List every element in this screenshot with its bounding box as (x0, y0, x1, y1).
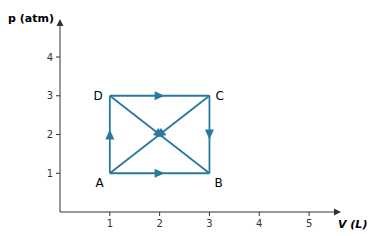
point-label: C (215, 89, 223, 103)
y-axis-arrow (57, 19, 64, 26)
y-tick-label: 3 (47, 90, 53, 101)
x-tick-label: 2 (156, 218, 162, 229)
x-tick-label: 3 (206, 218, 212, 229)
direction-arrow (105, 130, 114, 140)
y-tick (56, 134, 60, 135)
x-tick (209, 212, 210, 216)
cycle-segment (110, 96, 210, 174)
x-tick (109, 212, 110, 216)
y-tick (56, 57, 60, 58)
chart: 1 2 3 4 5 1 2 3 4 V (L) p (atm) A B C D (0, 0, 381, 236)
plot-area (105, 91, 214, 178)
y-tick-label: 4 (47, 52, 53, 63)
y-tick-label: 2 (47, 129, 53, 140)
direction-arrow (155, 169, 165, 178)
y-axis-label: p (atm) (8, 12, 54, 25)
y-tick-label: 1 (47, 168, 53, 179)
point-label: B (214, 176, 222, 190)
x-tick (259, 212, 260, 216)
direction-arrow (155, 91, 165, 100)
x-tick-label: 1 (107, 218, 113, 229)
x-tick-label: 5 (306, 218, 312, 229)
x-axis-arrow (334, 209, 341, 216)
x-tick (309, 212, 310, 216)
cycle-segment (110, 96, 210, 174)
y-axis-line (60, 26, 61, 212)
point-label: A (96, 176, 105, 190)
x-axis-line (60, 212, 334, 213)
direction-arrow (205, 130, 214, 140)
direction-arrow (156, 128, 167, 138)
point-label: D (94, 89, 103, 103)
y-tick (56, 173, 60, 174)
y-tick (56, 95, 60, 96)
x-axis-label: V (L) (338, 218, 367, 231)
x-tick-label: 4 (256, 218, 262, 229)
x-tick (159, 212, 160, 216)
